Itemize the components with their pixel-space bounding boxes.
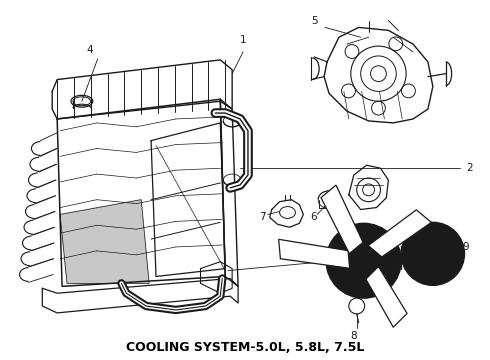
Circle shape (401, 222, 465, 285)
Text: 6: 6 (310, 212, 317, 222)
Text: 8: 8 (350, 330, 357, 341)
Text: 2: 2 (466, 163, 473, 173)
Text: COOLING SYSTEM-5.0L, 5.8L, 7.5L: COOLING SYSTEM-5.0L, 5.8L, 7.5L (126, 341, 364, 354)
Polygon shape (60, 200, 149, 283)
Text: 1: 1 (240, 35, 246, 45)
Text: 5: 5 (311, 15, 318, 26)
Polygon shape (366, 266, 407, 327)
Text: 7: 7 (260, 212, 266, 222)
Polygon shape (279, 239, 350, 268)
Text: 3: 3 (410, 244, 416, 254)
Text: 9: 9 (462, 242, 469, 252)
Polygon shape (321, 185, 363, 254)
Circle shape (326, 223, 401, 298)
Text: 4: 4 (86, 45, 93, 55)
Polygon shape (368, 210, 431, 257)
